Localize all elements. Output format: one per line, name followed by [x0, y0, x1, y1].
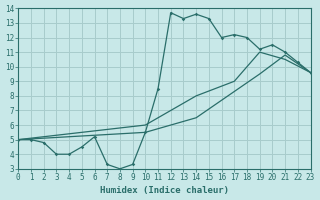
X-axis label: Humidex (Indice chaleur): Humidex (Indice chaleur) [100, 186, 229, 195]
